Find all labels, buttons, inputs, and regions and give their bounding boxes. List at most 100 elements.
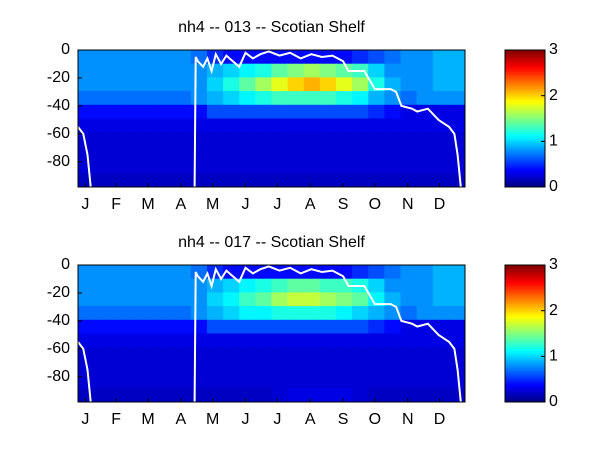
colorbar-swatch bbox=[505, 292, 545, 296]
colorbar-swatch bbox=[505, 88, 545, 92]
heat-cell bbox=[368, 118, 385, 133]
heat-cell bbox=[255, 145, 272, 161]
heat-cell bbox=[271, 50, 289, 65]
colorbar-swatch bbox=[505, 54, 545, 57]
heat-cell bbox=[223, 118, 240, 133]
heat-cell bbox=[368, 132, 385, 147]
heat-cell bbox=[239, 347, 256, 362]
colorbar-swatch bbox=[505, 290, 545, 294]
heat-cell bbox=[287, 388, 305, 403]
heat-cell bbox=[336, 145, 353, 161]
heat-cell bbox=[207, 173, 224, 188]
heat-cell bbox=[174, 388, 192, 403]
heat-cell bbox=[223, 77, 240, 92]
heat-cell bbox=[94, 159, 111, 174]
heat-cell bbox=[303, 104, 321, 119]
heat-cell bbox=[78, 159, 95, 174]
heat-cell bbox=[239, 50, 256, 65]
heat-cell bbox=[287, 159, 305, 174]
heat-cell bbox=[110, 104, 127, 119]
heat-cell bbox=[271, 292, 289, 307]
heat-cell bbox=[400, 306, 418, 321]
y-tick-label: -60 bbox=[47, 125, 70, 142]
heat-cell bbox=[384, 118, 401, 133]
heat-cell bbox=[190, 91, 208, 106]
heat-cell bbox=[271, 159, 289, 174]
heat-cell bbox=[303, 173, 321, 188]
heat-cell bbox=[319, 77, 337, 92]
x-tick-label: F bbox=[111, 196, 121, 213]
heat-cell bbox=[190, 145, 208, 161]
heat-cell bbox=[416, 319, 434, 334]
heat-cell bbox=[142, 63, 160, 78]
heat-cell bbox=[287, 360, 305, 376]
heat-cell bbox=[368, 292, 385, 307]
heat-cell bbox=[432, 265, 450, 280]
heat-cell bbox=[384, 63, 401, 78]
colorbar-swatch bbox=[505, 363, 545, 367]
heat-cell bbox=[319, 91, 337, 106]
heat-cell bbox=[432, 77, 450, 92]
heat-cell bbox=[142, 347, 160, 362]
heat-cell bbox=[190, 63, 208, 78]
heat-cell bbox=[336, 292, 353, 307]
colorbar-swatch bbox=[505, 103, 545, 107]
heat-cell bbox=[303, 77, 321, 92]
heat-cell bbox=[158, 50, 176, 65]
heat-cell bbox=[223, 104, 240, 119]
heat-cell bbox=[158, 306, 176, 321]
heat-cell bbox=[239, 91, 256, 106]
heat-cell bbox=[110, 292, 127, 307]
heat-cell bbox=[432, 50, 450, 65]
colorbar-swatch bbox=[505, 82, 545, 85]
heat-cell bbox=[432, 347, 450, 362]
heat-cell bbox=[287, 63, 305, 78]
heat-cell bbox=[368, 388, 385, 403]
heat-cell bbox=[368, 50, 385, 65]
heat-cell bbox=[110, 91, 127, 106]
heat-cell bbox=[78, 347, 95, 362]
x-tick-label: J bbox=[273, 411, 281, 428]
colorbar-swatch bbox=[505, 391, 545, 394]
heat-cell bbox=[190, 347, 208, 362]
colorbar-swatch bbox=[505, 378, 545, 382]
heat-cell bbox=[126, 63, 143, 78]
heat-cell bbox=[239, 292, 256, 307]
heat-cell bbox=[158, 63, 176, 78]
heat-cell bbox=[94, 50, 111, 65]
heat-cell bbox=[174, 91, 192, 106]
heat-cell bbox=[207, 388, 224, 403]
heat-cell bbox=[126, 278, 143, 293]
heat-cell bbox=[190, 104, 208, 119]
heat-cell bbox=[319, 319, 337, 334]
x-tick-label: A bbox=[305, 196, 316, 213]
heat-cell bbox=[400, 360, 418, 376]
colorbar-swatch bbox=[505, 73, 545, 77]
heat-cell bbox=[174, 50, 192, 65]
heat-cell bbox=[239, 63, 256, 78]
heat-cell bbox=[287, 91, 305, 106]
heat-cell bbox=[174, 265, 192, 280]
heat-cell bbox=[368, 319, 385, 334]
x-tick-label: M bbox=[206, 196, 219, 213]
colorbar-swatch bbox=[505, 339, 545, 343]
heat-cell bbox=[255, 306, 272, 321]
colorbar-swatch bbox=[505, 350, 545, 354]
heat-cell bbox=[336, 77, 353, 92]
heat-cell bbox=[352, 360, 369, 376]
heat-cell bbox=[336, 91, 353, 106]
colorbar-swatch bbox=[505, 265, 545, 268]
y-tick-label: 0 bbox=[61, 41, 70, 58]
heat-cell bbox=[255, 278, 272, 293]
heat-cell bbox=[448, 333, 466, 348]
heat-cell bbox=[158, 319, 176, 334]
heat-cell bbox=[174, 360, 192, 376]
heat-cell bbox=[126, 306, 143, 321]
heat-cell bbox=[416, 388, 434, 403]
heat-cell bbox=[384, 333, 401, 348]
heat-cell bbox=[223, 360, 240, 376]
heat-cell bbox=[400, 77, 418, 92]
heat-cell bbox=[319, 104, 337, 119]
colorbar-frame bbox=[504, 264, 546, 403]
x-tick-label: M bbox=[141, 196, 154, 213]
